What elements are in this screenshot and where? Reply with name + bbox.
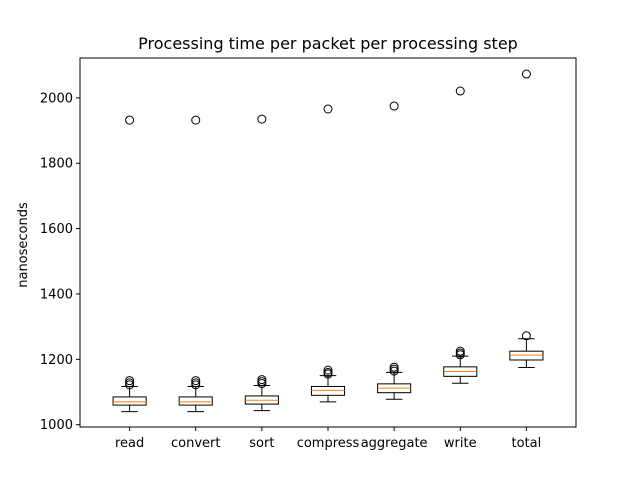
plot-frame — [79, 57, 577, 428]
x-tick-label: write — [444, 436, 477, 451]
flier-point — [455, 346, 465, 356]
x-tick-label: compress — [297, 436, 360, 451]
flier-point — [455, 86, 465, 96]
flier-point — [257, 375, 267, 385]
x-tick-label: convert — [171, 436, 220, 451]
flier-point — [521, 69, 531, 79]
flier-point — [191, 376, 201, 386]
flier-point — [323, 104, 333, 114]
flier-point — [521, 331, 531, 341]
y-tick-label: 1200 — [40, 353, 73, 368]
x-tick-label: aggregate — [361, 436, 428, 451]
flier-point — [191, 378, 201, 388]
x-tick-label: total — [512, 436, 542, 451]
flier-point — [323, 365, 333, 375]
flier-point — [125, 378, 135, 388]
chart-title: Processing time per packet per processin… — [138, 34, 518, 53]
box — [178, 396, 213, 406]
flier-point — [257, 114, 267, 124]
flier-point — [125, 376, 135, 386]
flier-point — [389, 362, 399, 372]
y-axis-label: nanoseconds — [16, 202, 31, 288]
plot-area: 1000 1200 1400 1600 1800 2000 read convert sort c… — [40, 69, 544, 451]
y-tick-label: 1600 — [40, 222, 73, 237]
flier-point — [125, 115, 135, 125]
y-tick-label: 2000 — [40, 91, 73, 106]
x-tick-label: read — [115, 436, 144, 451]
flier-point — [323, 367, 333, 377]
box — [112, 396, 147, 406]
y-tick-label: 1400 — [40, 287, 73, 302]
flier-point — [191, 115, 201, 125]
y-tick-label: 1000 — [40, 418, 73, 433]
y-tick-label: 1800 — [40, 157, 73, 172]
x-tick-label: sort — [249, 436, 274, 451]
flier-point — [389, 101, 399, 111]
